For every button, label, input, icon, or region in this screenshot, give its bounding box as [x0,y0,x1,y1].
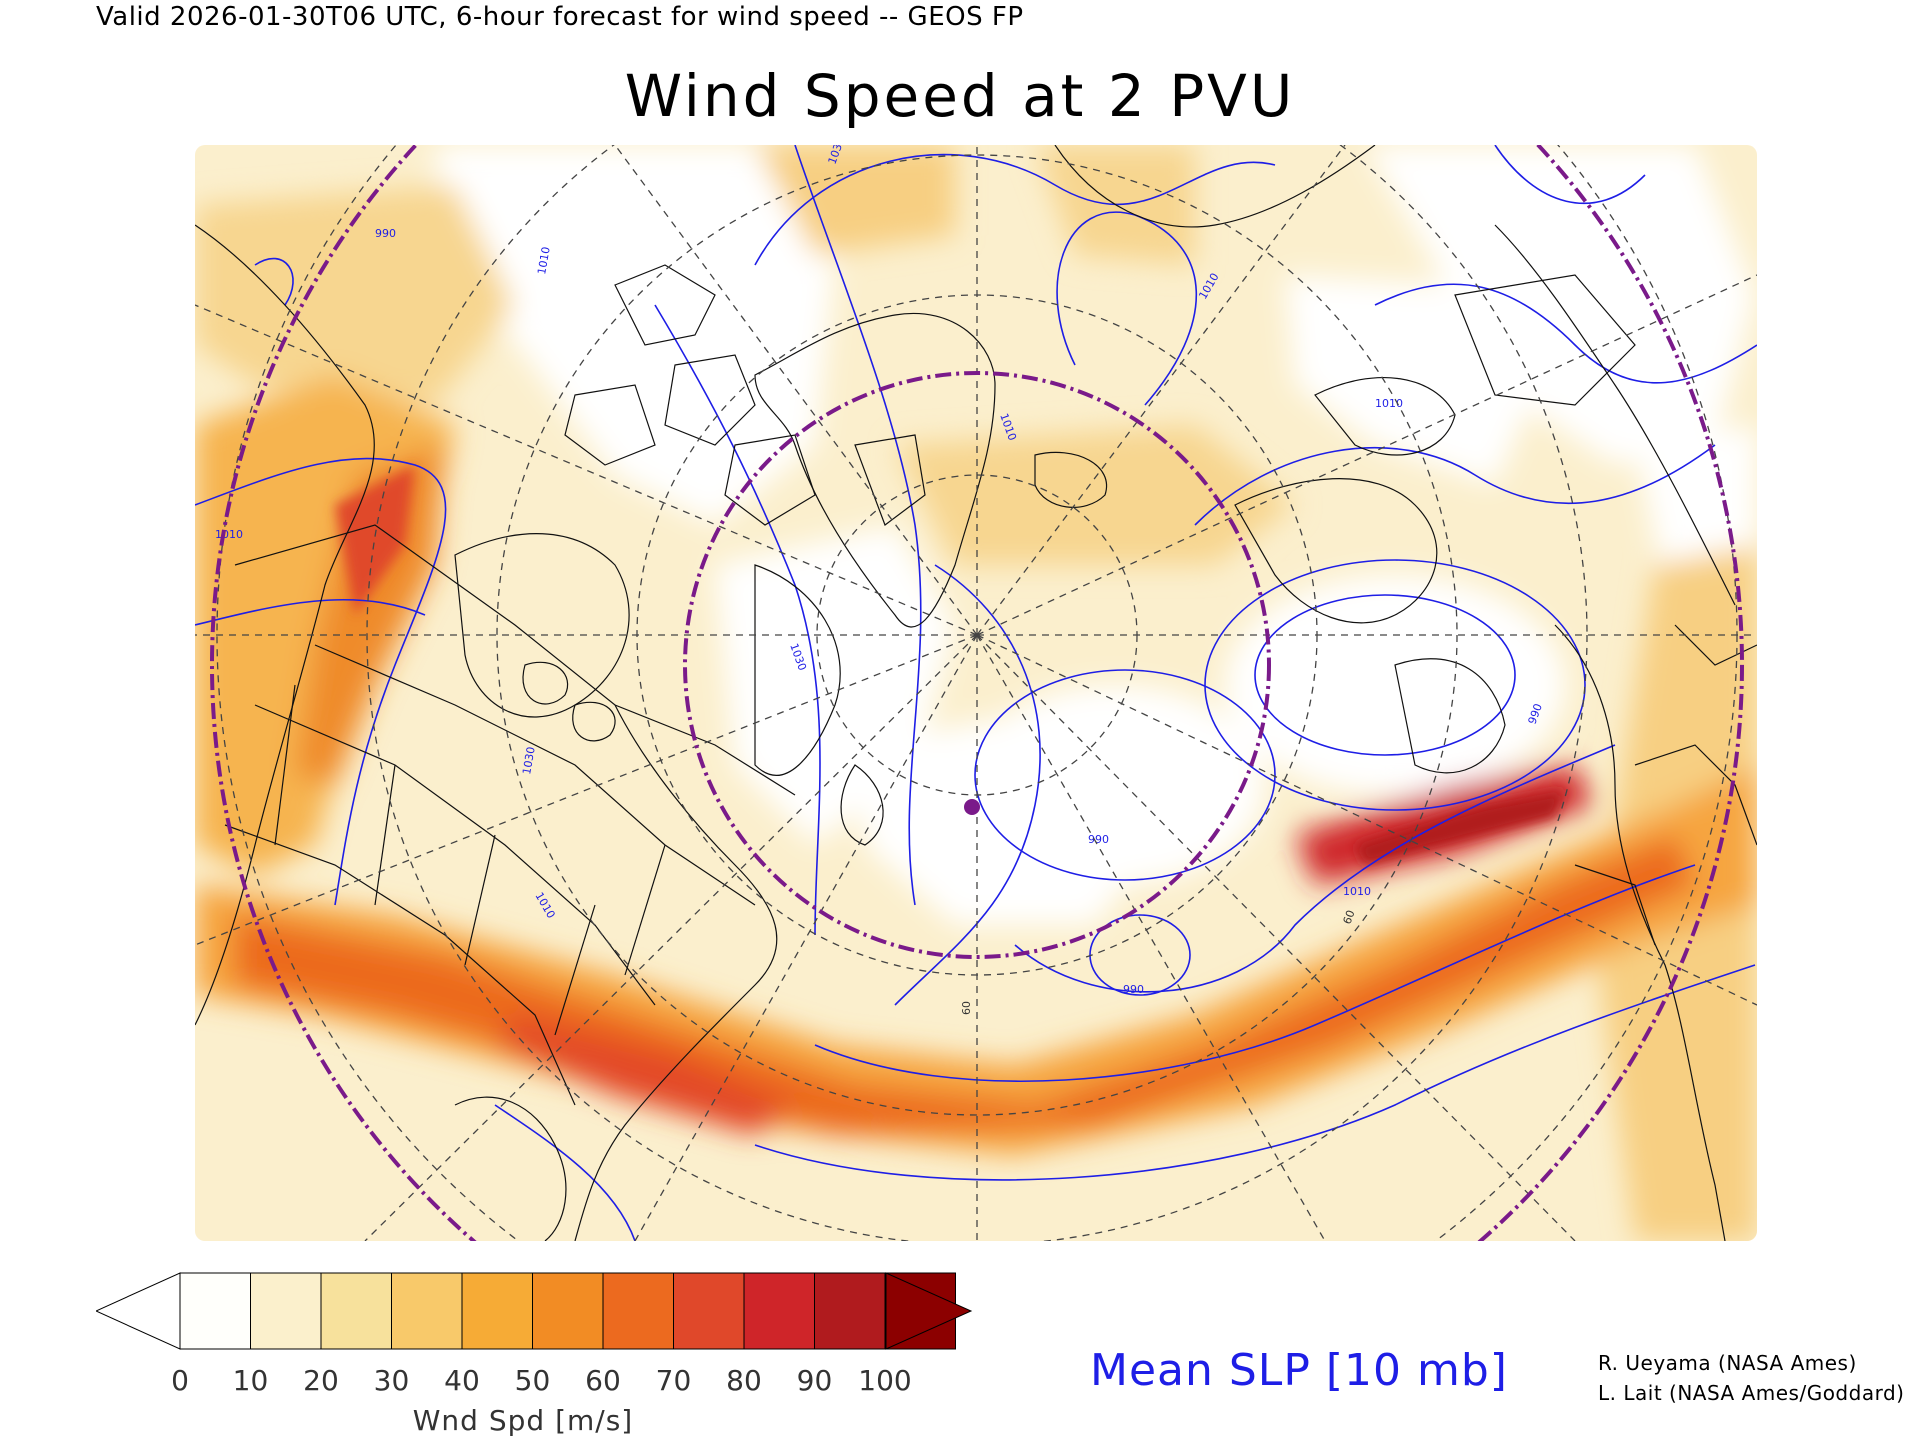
colorbar-tick-label: 40 [444,1364,480,1397]
colorbar-box [391,1272,463,1350]
colorbar-box [461,1272,533,1350]
credit-line-2: L. Lait (NASA Ames/Goddard) [1598,1381,1905,1405]
station-marker [964,799,980,815]
contour-label: 60 [1341,908,1358,926]
wind-speed-map: 1030 990 1010 1010 1010 1010 1010 1030 1… [195,145,1757,1241]
colorbar-under-triangle [96,1272,181,1350]
colorbar-tick-label: 100 [858,1364,911,1397]
colorbar-box [320,1272,392,1350]
colorbar-over-triangle [885,1272,973,1350]
colorbar-box [602,1272,674,1350]
slp-legend-label: Mean SLP [10 mb] [1090,1345,1508,1396]
contour-label: 1010 [1343,885,1371,898]
jet-core [335,465,1565,865]
valid-time-header: Valid 2026-01-30T06 UTC, 6-hour forecast… [96,2,1024,32]
colorbar-box [250,1272,322,1350]
colorbar-tick-label: 10 [233,1364,269,1397]
coastlines [195,145,1757,1241]
colorbar-box [814,1272,886,1350]
contour-label: 1010 [535,246,553,276]
contour-label: 990 [1123,983,1144,996]
wind-speed-colorbar: 0 10 20 30 40 50 60 70 80 90 100 Wnd Spd [m/s] [96,1272,973,1437]
colorbar-tick-label: 70 [656,1364,692,1397]
colorbar-box [743,1272,815,1350]
contour-label: 990 [375,227,396,240]
colorbar-box [673,1272,745,1350]
contour-label: 60 [960,1001,973,1015]
credit-line-1: R. Ueyama (NASA Ames) [1598,1351,1857,1375]
contour-label: 1010 [215,528,243,541]
inner-reference-circle [683,371,1271,959]
colorbar-tick-label: 30 [374,1364,410,1397]
reference-circles [210,145,1744,1241]
colorbar-tick-labels: 0 10 20 30 40 50 60 70 80 90 100 [171,1364,912,1397]
colorbar-box [532,1272,604,1350]
colorbar-tick-label: 90 [797,1364,833,1397]
outer-reference-circle [210,145,1744,1241]
colorbar-label: Wnd Spd [m/s] [413,1404,633,1437]
slp-contours [195,145,1757,1241]
colorbar-tick-label: 60 [585,1364,621,1397]
colorbar-tick-label: 0 [171,1364,189,1397]
colorbar-boxes [179,1272,956,1350]
map-title: Wind Speed at 2 PVU [624,62,1296,130]
colorbar-tick-label: 80 [726,1364,762,1397]
contour-label: 1010 [1375,397,1403,410]
contour-label: 1030 [520,746,538,776]
colorbar-tick-label: 50 [515,1364,551,1397]
colorbar-tick-label: 20 [303,1364,339,1397]
colorbar-box [179,1272,251,1350]
contour-label: 990 [1088,833,1109,846]
graticule [195,145,1757,1241]
